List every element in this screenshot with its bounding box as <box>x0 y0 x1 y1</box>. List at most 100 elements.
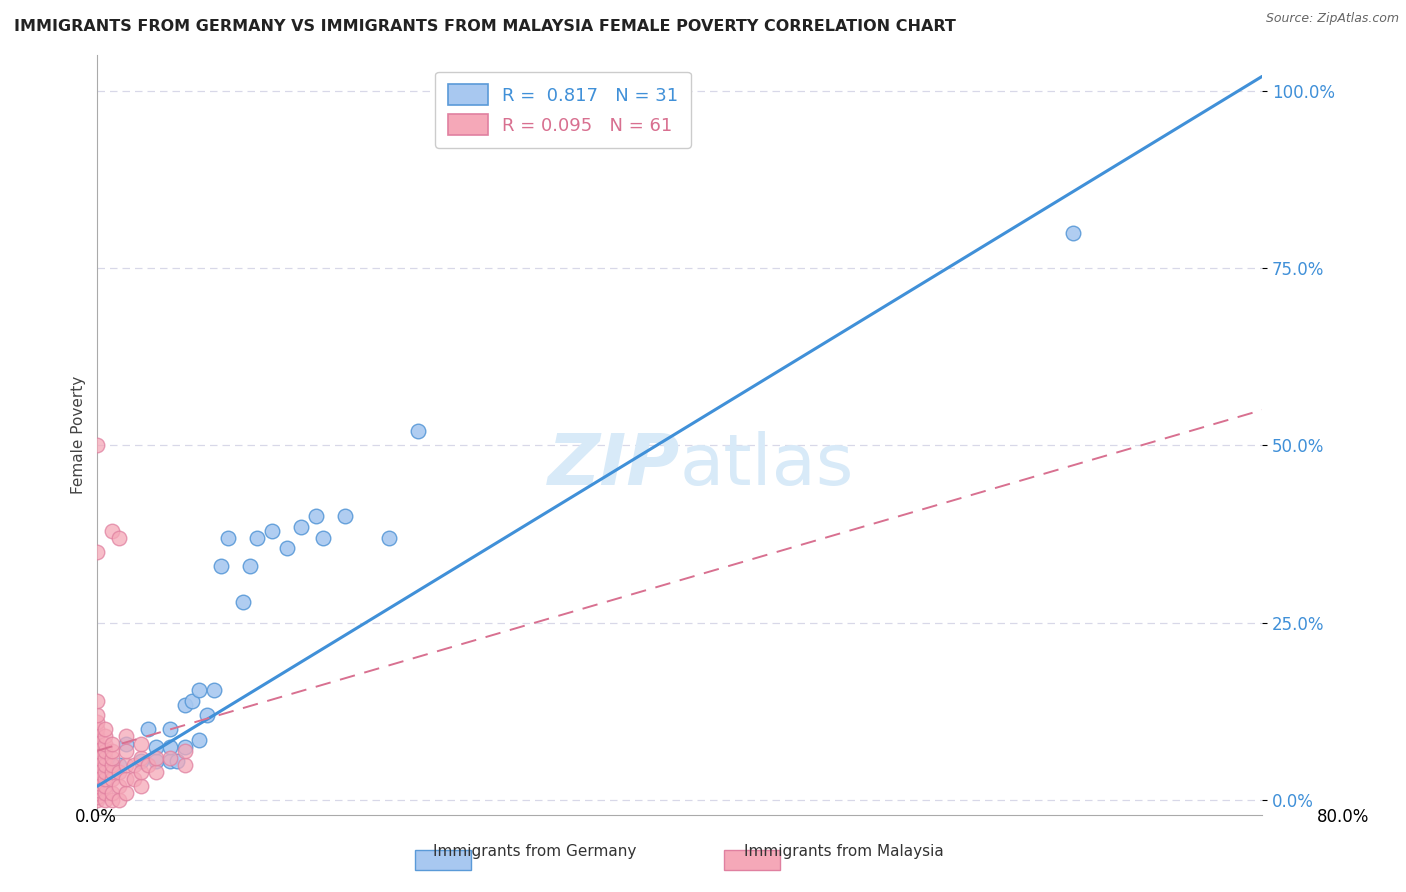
Point <box>129 751 152 765</box>
Point <box>86 764 108 779</box>
Point <box>101 744 124 758</box>
Point <box>1062 226 1084 240</box>
Point <box>86 737 108 751</box>
Point <box>86 744 108 758</box>
Point <box>406 425 429 439</box>
Point <box>145 755 167 769</box>
Point <box>93 730 115 744</box>
Point <box>122 757 145 772</box>
Y-axis label: Female Poverty: Female Poverty <box>72 376 86 494</box>
Point <box>101 786 124 800</box>
Point <box>86 438 108 452</box>
Point <box>173 744 195 758</box>
Point <box>333 509 356 524</box>
Point <box>305 509 328 524</box>
Point <box>173 740 195 755</box>
Point <box>260 524 283 538</box>
Point <box>93 757 115 772</box>
Point <box>195 708 218 723</box>
Point <box>86 775 108 789</box>
Point <box>93 772 115 786</box>
Text: Immigrants from Germany: Immigrants from Germany <box>433 845 636 859</box>
Point <box>159 755 181 769</box>
Point <box>101 737 124 751</box>
Point <box>129 764 152 779</box>
Point <box>312 531 335 545</box>
Point <box>86 793 108 807</box>
Point <box>86 545 108 559</box>
Point <box>145 740 167 755</box>
Point <box>377 531 399 545</box>
Point <box>159 723 181 737</box>
Point <box>93 751 115 765</box>
Point <box>129 755 152 769</box>
Text: ZIP: ZIP <box>547 431 679 500</box>
Point <box>202 683 225 698</box>
Point <box>217 531 239 545</box>
Point <box>86 730 108 744</box>
Text: IMMIGRANTS FROM GERMANY VS IMMIGRANTS FROM MALAYSIA FEMALE POVERTY CORRELATION C: IMMIGRANTS FROM GERMANY VS IMMIGRANTS FR… <box>14 20 956 34</box>
Point <box>86 772 108 786</box>
Point <box>93 793 115 807</box>
Point <box>129 779 152 793</box>
Text: 0.0%: 0.0% <box>75 808 117 826</box>
Point <box>93 723 115 737</box>
Point <box>86 694 108 708</box>
Point <box>115 772 138 786</box>
Point <box>93 764 115 779</box>
Point <box>93 737 115 751</box>
Point <box>108 757 131 772</box>
Point <box>136 757 159 772</box>
Point <box>115 786 138 800</box>
Point <box>86 782 108 797</box>
Point <box>86 751 108 765</box>
Point <box>173 698 195 712</box>
Point <box>115 730 138 744</box>
Point <box>86 715 108 730</box>
Point <box>101 751 124 765</box>
Point <box>246 531 269 545</box>
Point <box>232 594 254 608</box>
Point <box>290 520 312 534</box>
Point <box>159 740 181 755</box>
Point <box>239 559 262 574</box>
Point <box>101 524 124 538</box>
Point <box>209 559 232 574</box>
Point <box>145 764 167 779</box>
Point <box>166 755 188 769</box>
Point <box>101 793 124 807</box>
Point <box>93 786 115 800</box>
Point <box>86 779 108 793</box>
Text: 80.0%: 80.0% <box>1316 808 1369 826</box>
Point <box>145 751 167 765</box>
Point <box>86 768 108 782</box>
Point <box>136 723 159 737</box>
Point <box>122 772 145 786</box>
Point <box>101 764 124 779</box>
Point <box>93 744 115 758</box>
Point <box>115 757 138 772</box>
Point <box>108 779 131 793</box>
Point <box>115 737 138 751</box>
Point <box>159 751 181 765</box>
Point <box>188 733 211 747</box>
Legend: R =  0.817   N = 31, R = 0.095   N = 61: R = 0.817 N = 31, R = 0.095 N = 61 <box>436 71 690 148</box>
Point <box>181 694 204 708</box>
Point <box>108 793 131 807</box>
Point <box>86 757 108 772</box>
Text: atlas: atlas <box>679 431 853 500</box>
Point <box>115 744 138 758</box>
Point <box>108 764 131 779</box>
Point <box>108 531 131 545</box>
Point <box>129 737 152 751</box>
Point <box>101 757 124 772</box>
Point <box>188 683 211 698</box>
Point <box>101 772 124 786</box>
Text: Immigrants from Malaysia: Immigrants from Malaysia <box>744 845 943 859</box>
Point <box>276 541 298 556</box>
Point <box>86 723 108 737</box>
Point <box>86 786 108 800</box>
Point <box>86 789 108 804</box>
Text: Source: ZipAtlas.com: Source: ZipAtlas.com <box>1265 12 1399 25</box>
Point <box>86 708 108 723</box>
